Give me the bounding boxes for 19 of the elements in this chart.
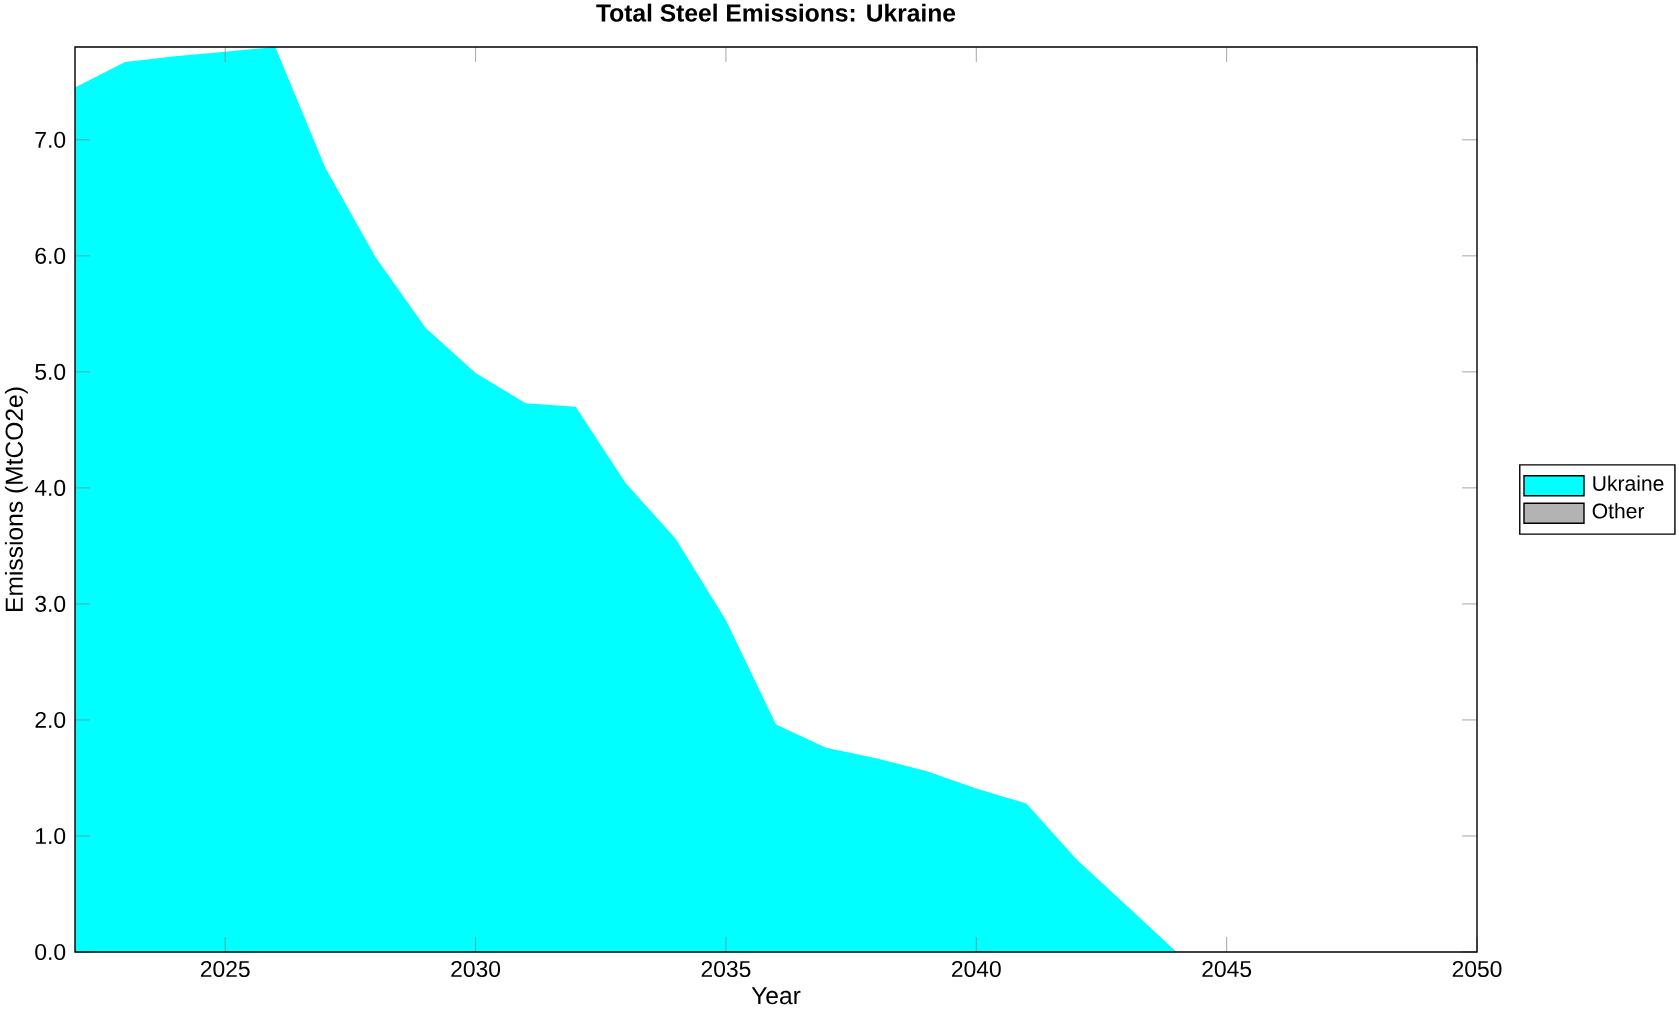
y-tick-label: 6.0 <box>35 247 66 264</box>
x-tick-label: 2040 <box>952 960 1001 978</box>
x-tick-label: 2030 <box>451 960 501 978</box>
y-tick-label: 1.0 <box>36 827 66 845</box>
y-tick-label: 7.0 <box>35 131 66 148</box>
x-tick-label: 2045 <box>1202 960 1252 978</box>
y-tick-label: 0.0 <box>35 943 66 961</box>
y-axis-title: Emissions (MtCO2e) <box>4 387 28 611</box>
x-tick-label: 2050 <box>1452 960 1502 978</box>
legend-label: Other <box>1592 502 1645 519</box>
y-tick-label: 5.0 <box>35 363 66 380</box>
chart-title: Total Steel Emissions: Ukraine <box>596 3 956 22</box>
y-tick-label: 4.0 <box>34 479 66 496</box>
x-tick-label: 2035 <box>701 960 751 978</box>
y-tick-label: 2.0 <box>35 711 66 729</box>
x-axis-title: Year <box>751 987 801 1005</box>
x-tick-label: 2025 <box>200 960 250 978</box>
legend-label: Ukraine <box>1593 475 1664 491</box>
y-tick-label: 3.0 <box>35 595 66 613</box>
